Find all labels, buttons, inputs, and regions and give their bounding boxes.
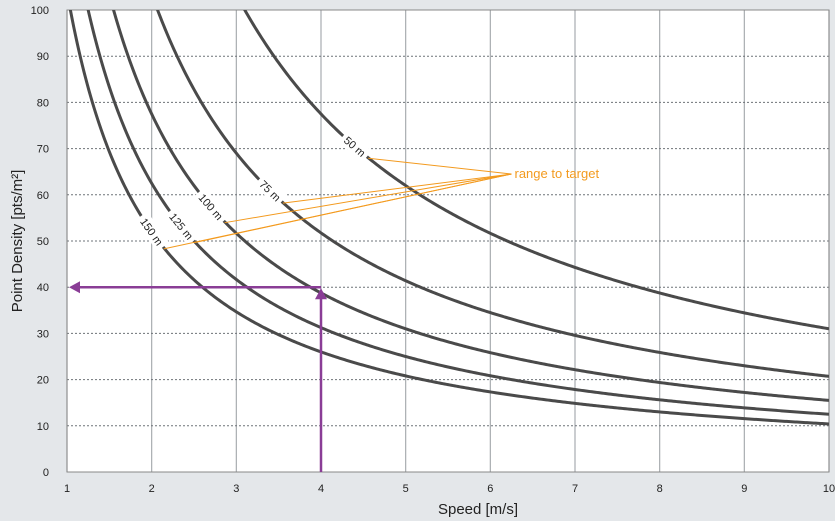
- y-tick-label: 70: [37, 144, 49, 156]
- series-label-box: [253, 173, 288, 207]
- x-tick-label: 5: [403, 483, 409, 495]
- x-tick-label: 4: [318, 483, 324, 495]
- annotation-leader: [224, 173, 512, 224]
- x-tick-label: 1: [64, 483, 70, 495]
- series-label-box: [135, 211, 170, 252]
- y-tick-label: 10: [37, 421, 49, 433]
- series-label-box: [193, 187, 230, 226]
- y-tick-label: 50: [37, 236, 49, 248]
- x-tick-label: 10: [823, 483, 835, 495]
- y-tick-label: 90: [37, 51, 49, 63]
- annotation-text: range to target: [515, 166, 600, 181]
- series-label-box: [338, 130, 373, 163]
- x-tick-label: 3: [233, 483, 239, 495]
- series-line: [68, 10, 829, 426]
- y-tick-label: 60: [37, 190, 49, 202]
- y-tick-label: 40: [37, 282, 49, 294]
- x-axis-title: Speed [m/s]: [438, 501, 518, 518]
- y-tick-label: 80: [37, 97, 49, 109]
- series-label-box: [163, 206, 200, 246]
- x-tick-label: 9: [741, 483, 747, 495]
- x-tick-label: 6: [487, 483, 493, 495]
- series-line: [86, 10, 829, 416]
- lookup-arrowhead-up: [315, 288, 327, 300]
- series-line: [243, 10, 829, 331]
- plot-border: [66, 9, 830, 473]
- x-tick-label: 2: [149, 483, 155, 495]
- y-tick-label: 0: [43, 467, 49, 479]
- lookup-arrowhead-left: [69, 281, 80, 294]
- x-tick-label: 7: [572, 483, 578, 495]
- y-tick-label: 100: [31, 5, 49, 17]
- annotation-leader: [163, 173, 512, 250]
- y-tick-label: 20: [37, 375, 49, 387]
- series-line: [155, 10, 829, 378]
- annotation-leader: [282, 173, 512, 204]
- x-tick-label: 8: [657, 483, 663, 495]
- y-tick-label: 30: [37, 328, 49, 340]
- y-axis-title: Point Density [pts/m²]: [9, 170, 26, 313]
- series-line: [112, 10, 829, 402]
- annotation-leader: [368, 157, 512, 175]
